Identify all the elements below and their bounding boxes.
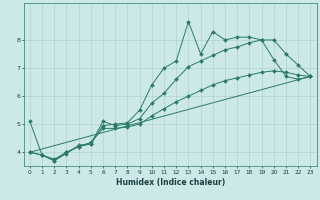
X-axis label: Humidex (Indice chaleur): Humidex (Indice chaleur): [116, 178, 225, 187]
